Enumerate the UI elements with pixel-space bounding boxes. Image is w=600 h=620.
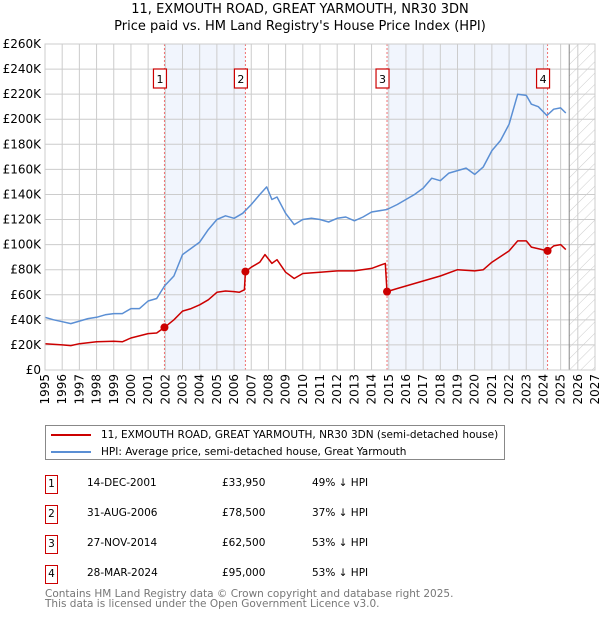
legend-label-property: 11, EXMOUTH ROAD, GREAT YARMOUTH, NR30 3… [101, 429, 499, 441]
x-tick-label: 2011 [313, 374, 327, 405]
sale-point [383, 287, 392, 296]
table-row: 4 28-MAR-2024 £95,000 53% ↓ HPI [45, 565, 545, 585]
sale-price: £78,500 [222, 507, 266, 519]
y-tick-label: £40K [10, 313, 42, 327]
sale-marker-badge: 1 [45, 475, 58, 494]
legend-swatch-red [51, 434, 91, 436]
sale-marker-badge: 3 [45, 535, 58, 554]
sale-point [241, 267, 250, 276]
x-tick-label: 2020 [468, 374, 482, 405]
forecast-hatch [569, 44, 595, 370]
x-tick-label: 1997 [72, 374, 86, 405]
sale-label-box [233, 68, 249, 89]
x-tick-label: 2004 [193, 374, 207, 405]
x-tick-label: 2010 [296, 374, 310, 405]
y-tick-label: £200K [3, 112, 43, 126]
sale-date: 27-NOV-2014 [87, 537, 158, 549]
y-tick-label: £180K [3, 137, 43, 151]
x-tick-label: 2018 [433, 374, 447, 405]
y-tick-label: £80K [10, 263, 42, 277]
x-tick-label: 2017 [416, 374, 430, 405]
x-tick-label: 2025 [554, 374, 568, 405]
x-tick-label: 2013 [347, 374, 361, 405]
shaded-period [164, 44, 246, 370]
table-row: 1 14-DEC-2001 £33,950 49% ↓ HPI [45, 475, 545, 495]
sale-label-box [152, 68, 168, 89]
y-tick-label: £120K [3, 213, 43, 227]
x-tick-label: 2022 [502, 374, 516, 405]
footer-copyright: Contains HM Land Registry data © Crown c… [45, 588, 454, 600]
table-row: 2 31-AUG-2006 £78,500 37% ↓ HPI [45, 505, 545, 525]
y-tick-label: £140K [3, 187, 43, 201]
sale-date: 31-AUG-2006 [87, 507, 158, 519]
sale-hpi-diff: 49% ↓ HPI [312, 477, 369, 489]
y-tick-label: £0 [26, 363, 41, 377]
sale-label: 3 [379, 73, 386, 86]
legend-item-property: 11, EXMOUTH ROAD, GREAT YARMOUTH, NR30 3… [51, 427, 498, 443]
y-tick-label: £260K [3, 37, 43, 51]
sale-label: 4 [540, 73, 547, 86]
sale-price: £33,950 [222, 477, 266, 489]
y-tick-label: £100K [3, 238, 43, 252]
sale-label-box [375, 68, 390, 89]
sale-point [543, 246, 552, 255]
plot-border [44, 43, 596, 371]
sale-date: 28-MAR-2024 [87, 567, 158, 579]
x-tick-label: 2012 [330, 374, 344, 405]
x-tick-label: 2023 [519, 374, 533, 405]
x-tick-label: 2006 [227, 374, 241, 405]
sale-label-box [535, 68, 551, 89]
x-tick-label: 2003 [176, 374, 190, 405]
price-chart: £0 £20K £40K £60K £80K £100K £120K £140K £160K £1… [3, 37, 600, 405]
x-tick-label: 2007 [244, 374, 258, 405]
property-price-line [44, 240, 567, 347]
shaded-period [387, 44, 548, 370]
x-tick-label: 2005 [210, 374, 224, 405]
hpi-line [44, 93, 567, 325]
sale-point [160, 323, 169, 332]
footer: Contains HM Land Registry data © Crown c… [45, 588, 454, 610]
x-tick-label: 2016 [399, 374, 413, 405]
legend-item-hpi: HPI: Average price, semi-detached house,… [51, 444, 406, 460]
y-tick-label: £220K [3, 87, 43, 101]
x-tick-label: 1998 [90, 374, 104, 405]
sale-hpi-diff: 53% ↓ HPI [312, 567, 369, 579]
legend-label-hpi: HPI: Average price, semi-detached house,… [101, 446, 407, 458]
x-tick-label: 2026 [571, 374, 585, 405]
x-tick-label: 2019 [451, 374, 465, 405]
y-tick-label: £160K [3, 162, 43, 176]
x-tick-label: 2001 [141, 374, 155, 405]
x-tick-label: 2008 [261, 374, 275, 405]
x-tick-label: 1999 [107, 374, 121, 405]
chart-subtitle: Price paid vs. HM Land Registry's House … [114, 19, 486, 34]
sale-label: 1 [156, 73, 163, 86]
sale-price: £62,500 [222, 537, 266, 549]
legend-swatch-blue [51, 451, 91, 453]
x-tick-label: 2024 [536, 374, 550, 405]
sale-hpi-diff: 37% ↓ HPI [312, 507, 369, 519]
legend: 11, EXMOUTH ROAD, GREAT YARMOUTH, NR30 3… [45, 425, 505, 460]
y-tick-label: £20K [10, 338, 42, 352]
sale-date: 14-DEC-2001 [87, 477, 157, 489]
x-tick-label: 2027 [588, 374, 600, 405]
x-tick-label: 1996 [55, 374, 69, 405]
sale-marker-badge: 4 [45, 565, 58, 584]
y-tick-label: £60K [10, 288, 42, 302]
table-row: 3 27-NOV-2014 £62,500 53% ↓ HPI [45, 535, 545, 555]
x-tick-label: 2015 [382, 374, 396, 405]
sale-hpi-diff: 53% ↓ HPI [312, 537, 369, 549]
x-tick-label: 2000 [124, 374, 138, 405]
sale-marker-badge: 2 [45, 505, 58, 524]
x-tick-label: 1995 [38, 374, 52, 405]
x-tick-label: 2021 [485, 374, 499, 405]
chart-title: 11, EXMOUTH ROAD, GREAT YARMOUTH, NR30 3… [131, 2, 469, 17]
y-tick-label: £240K [3, 62, 43, 76]
footer-licence: This data is licensed under the Open Gov… [45, 598, 380, 610]
sale-label: 2 [237, 73, 244, 86]
x-tick-label: 2009 [279, 374, 293, 405]
x-tick-label: 2014 [365, 374, 379, 405]
x-tick-label: 2002 [158, 374, 172, 405]
sale-price: £95,000 [222, 567, 266, 579]
